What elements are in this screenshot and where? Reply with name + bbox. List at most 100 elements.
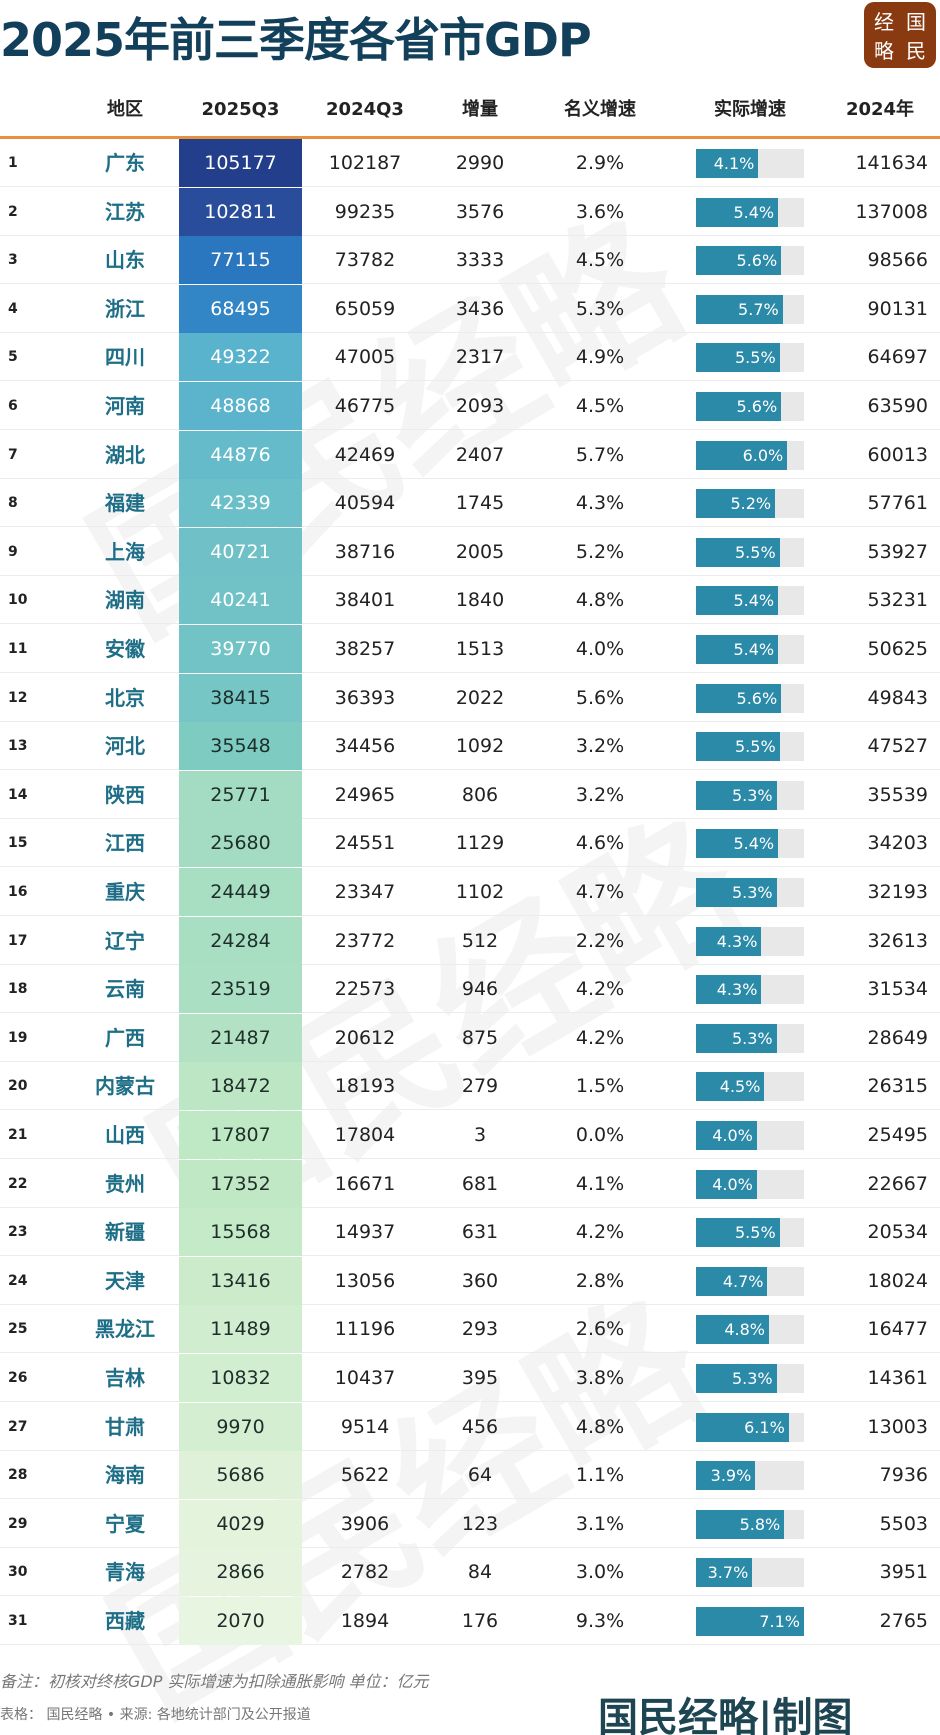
nominal-growth-cell: 4.8% <box>575 1415 625 1438</box>
gdp-2025q3-cell: 49322 <box>179 333 302 382</box>
gdp-2025q3-cell: 11489 <box>179 1305 302 1354</box>
table-row: 19 广西 21487 20612 875 4.2% 5.3% 28649 <box>0 1013 940 1062</box>
real-growth-bar: 4.3% <box>696 926 762 956</box>
table-row: 5 四川 49322 47005 2317 4.9% 5.5% 64697 <box>0 333 940 382</box>
real-growth-bar: 5.5% <box>696 343 780 373</box>
gdp-2024q3-cell: 10437 <box>334 1367 396 1389</box>
real-growth-bar: 5.6% <box>696 392 782 421</box>
gdp-2024-cell: 57761 <box>867 492 928 515</box>
increase-cell: 512 <box>461 929 499 952</box>
gdp-2024q3-cell: 17804 <box>334 1124 396 1146</box>
gdp-2025q3-cell: 24284 <box>179 916 302 965</box>
rank-cell: 17 <box>8 932 28 949</box>
real-growth-bar: 6.0% <box>696 440 788 470</box>
increase-cell: 360 <box>461 1269 499 1292</box>
gdp-2024-cell: 7936 <box>879 1464 928 1487</box>
gdp-2025q3-cell: 25771 <box>179 770 302 819</box>
nominal-growth-cell: 5.3% <box>575 297 625 320</box>
real-growth-bar: 4.5% <box>696 1072 765 1102</box>
rank-cell: 13 <box>8 738 28 755</box>
nominal-growth-cell: 2.6% <box>575 1318 625 1341</box>
gdp-2024-cell: 31534 <box>867 978 928 1001</box>
nominal-growth-cell: 4.1% <box>575 1172 625 1195</box>
region-cell: 河北 <box>105 734 145 759</box>
gdp-2024q3-cell: 24551 <box>334 832 396 855</box>
real-growth-bar: 5.4% <box>696 197 779 227</box>
gdp-2025q3-cell: 15568 <box>179 1208 302 1257</box>
real-growth-bar-track: 4.3% <box>696 926 804 956</box>
increase-cell: 1092 <box>455 735 505 758</box>
table-row: 30 青海 2866 2782 84 3.0% 3.7% 3951 <box>0 1548 940 1597</box>
gdp-2025q3-cell: 4029 <box>179 1499 302 1548</box>
region-cell: 陕西 <box>105 782 145 807</box>
nominal-growth-cell: 4.3% <box>575 492 625 515</box>
table-row: 16 重庆 24449 23347 1102 4.7% 5.3% 32193 <box>0 868 940 916</box>
gdp-2025q3-cell: 13416 <box>179 1256 302 1305</box>
table-row: 4 浙江 68495 65059 3436 5.3% 5.7% 90131 <box>0 284 940 333</box>
rank-cell: 8 <box>8 495 18 512</box>
nominal-growth-cell: 0.0% <box>575 1124 625 1146</box>
real-growth-bar-track: 4.7% <box>696 1266 804 1296</box>
gdp-2024q3-cell: 16671 <box>334 1172 396 1195</box>
nominal-growth-cell: 4.5% <box>575 395 625 417</box>
gdp-2024-cell: 50625 <box>867 638 928 660</box>
region-cell: 天津 <box>105 1268 145 1293</box>
table-row: 15 江西 25680 24551 1129 4.6% 5.4% 34203 <box>0 819 940 868</box>
rank-cell: 31 <box>8 1613 28 1629</box>
gdp-2024-cell: 98566 <box>867 249 928 272</box>
gdp-2025q3-cell: 44876 <box>179 430 302 479</box>
increase-cell: 1102 <box>455 881 505 903</box>
gdp-2024q3-cell: 23772 <box>334 929 396 952</box>
gdp-2024q3-cell: 38257 <box>334 638 396 660</box>
nominal-growth-cell: 5.2% <box>575 540 625 563</box>
real-growth-bar: 5.3% <box>696 780 777 810</box>
real-growth-bar: 4.0% <box>696 1169 757 1199</box>
logo-char: 略 <box>874 39 894 63</box>
gdp-2024q3-cell: 1894 <box>340 1610 390 1632</box>
increase-cell: 3 <box>473 1124 487 1146</box>
table-row: 6 河南 48868 46775 2093 4.5% 5.6% 63590 <box>0 382 940 430</box>
gdp-2024q3-cell: 14937 <box>334 1221 396 1244</box>
real-growth-bar-track: 5.4% <box>696 586 804 616</box>
region-cell: 江苏 <box>105 199 145 224</box>
region-cell: 贵州 <box>105 1171 145 1196</box>
gdp-2024-cell: 32613 <box>867 929 928 952</box>
nominal-growth-cell: 4.7% <box>575 881 625 903</box>
gdp-2024q3-cell: 24965 <box>334 783 396 806</box>
increase-cell: 395 <box>461 1367 499 1389</box>
gdp-2024-cell: 47527 <box>867 735 928 758</box>
rank-cell: 5 <box>8 349 18 366</box>
gdp-2024q3-cell: 11196 <box>334 1318 396 1341</box>
real-growth-bar-track: 7.1% <box>696 1607 804 1636</box>
real-growth-bar-track: 3.7% <box>696 1558 804 1588</box>
rank-cell: 20 <box>8 1078 28 1095</box>
gdp-2024q3-cell: 18193 <box>334 1075 396 1098</box>
header-2025q3: 2025Q3 <box>201 99 280 120</box>
table-row: 17 辽宁 24284 23772 512 2.2% 4.3% 32613 <box>0 916 940 965</box>
real-growth-bar-track: 5.4% <box>696 197 804 227</box>
region-cell: 青海 <box>105 1560 145 1585</box>
header-increase: 增量 <box>462 99 498 120</box>
nominal-growth-cell: 4.5% <box>575 249 625 272</box>
increase-cell: 2093 <box>455 395 505 417</box>
region-cell: 新疆 <box>105 1220 145 1245</box>
nominal-growth-cell: 1.1% <box>575 1464 625 1487</box>
gdp-2024-cell: 13003 <box>867 1415 928 1438</box>
increase-cell: 1513 <box>455 638 505 660</box>
gdp-2024q3-cell: 34456 <box>334 735 396 758</box>
header-region: 地区 <box>107 99 143 120</box>
rank-cell: 27 <box>8 1418 28 1435</box>
region-cell: 海南 <box>105 1463 145 1488</box>
table-row: 20 内蒙古 18472 18193 279 1.5% 4.5% 26315 <box>0 1062 940 1111</box>
nominal-growth-cell: 4.9% <box>575 346 625 369</box>
nominal-growth-cell: 2.8% <box>575 1269 625 1292</box>
rank-cell: 29 <box>8 1515 28 1532</box>
rank-cell: 11 <box>8 641 28 657</box>
real-growth-bar-track: 5.3% <box>696 878 804 907</box>
gdp-2024q3-cell: 3906 <box>340 1512 390 1535</box>
gdp-2025q3-cell: 68495 <box>179 284 302 333</box>
nominal-growth-cell: 4.2% <box>575 1221 625 1244</box>
increase-cell: 2990 <box>455 152 505 174</box>
region-cell: 广西 <box>105 1025 145 1050</box>
